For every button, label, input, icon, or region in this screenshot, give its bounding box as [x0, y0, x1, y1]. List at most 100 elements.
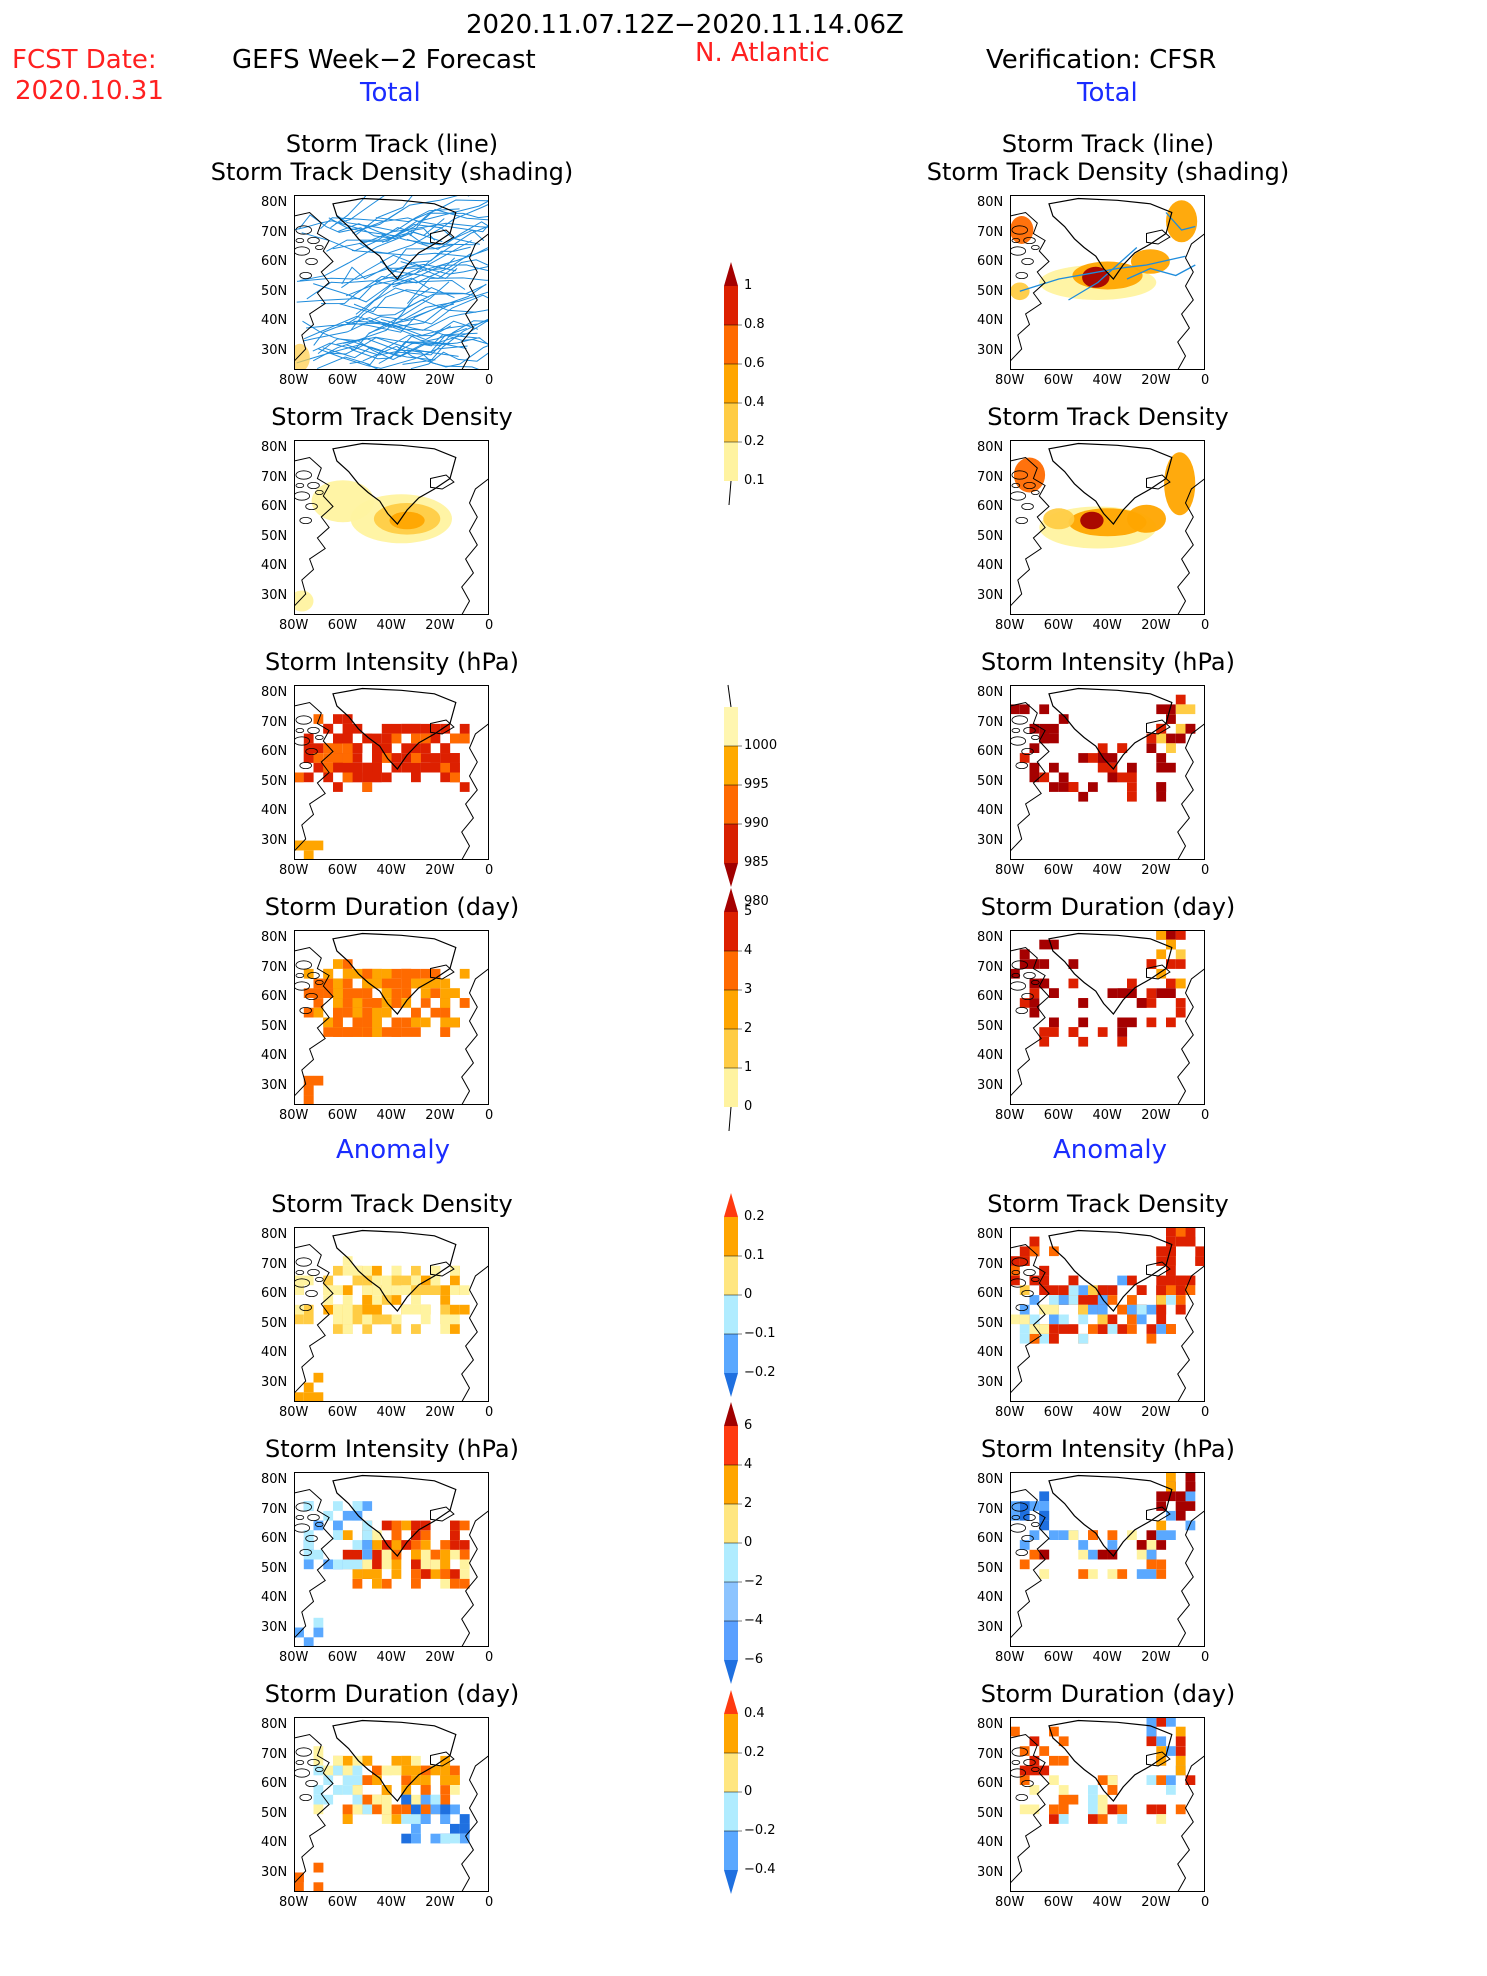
lon-tick-label: 60W [1043, 863, 1074, 878]
grid-cell [450, 1520, 460, 1531]
grid-cell [352, 1304, 363, 1315]
grid-cell [1107, 753, 1118, 763]
map-canvas [1010, 195, 1205, 370]
grid-cell [294, 1275, 304, 1286]
grid-cell [381, 1520, 392, 1531]
grid-cell [352, 753, 363, 763]
storm-track-line [320, 252, 472, 305]
europe-africa-coast [1177, 478, 1205, 615]
map-frame [294, 195, 489, 370]
grid-cell [294, 1314, 304, 1325]
grid-cell [1058, 1530, 1069, 1540]
grid-cell [1049, 1755, 1059, 1766]
grid-cell [1029, 743, 1040, 753]
grid-cell [1049, 988, 1059, 998]
lon-tick-label: 60W [1043, 618, 1074, 633]
iceland-coast [1146, 229, 1171, 245]
grid-cell [1185, 1491, 1196, 1502]
lon-tick-label: 40W [376, 373, 406, 388]
grid-cell [342, 1804, 353, 1815]
lat-tick-label: 70N [977, 1746, 1004, 1762]
lat-tick-label: 30N [977, 1619, 1004, 1635]
arctic-island [294, 981, 310, 991]
grid-cell [323, 1510, 334, 1521]
lat-tick-label: 50N [261, 283, 288, 299]
lat-tick-label: 80N [977, 1717, 1004, 1732]
arctic-island [294, 1523, 310, 1533]
grid-cell [450, 1549, 460, 1560]
grid-cell [303, 1637, 314, 1647]
grid-cell [1166, 1275, 1176, 1286]
colorbar-label: 4 [744, 1457, 753, 1472]
arctic-island [295, 960, 312, 970]
colorbar-top-arrow [724, 888, 738, 912]
grid-cell [1146, 1530, 1157, 1540]
grid-cell [391, 1324, 402, 1334]
grid-cell [1166, 988, 1176, 998]
grid-cell [372, 743, 382, 753]
arctic-island [1011, 1502, 1028, 1512]
lon-tick-label: 20W [425, 1405, 455, 1420]
arctic-island [1023, 1268, 1036, 1277]
storm-track-line [332, 222, 489, 250]
grid-cell [420, 1814, 431, 1824]
grid-cell [333, 1017, 343, 1028]
grid-cell [430, 978, 441, 989]
grid-cell [1127, 1304, 1137, 1315]
storm-track-line [375, 199, 489, 223]
grid-cell [323, 723, 334, 734]
arctic-island [1011, 1747, 1028, 1757]
colorbar-segment [724, 1714, 738, 1753]
lon-tick-label: 40W [376, 863, 406, 878]
lon-tick-label: 0 [485, 863, 494, 878]
grid-cell [362, 1501, 373, 1511]
grid-cell [333, 1530, 343, 1540]
density-contour [1013, 457, 1046, 493]
map-frame [1010, 930, 1205, 1105]
grid-cell [391, 998, 402, 1008]
grid-cell [440, 1285, 451, 1295]
grid-cell [1166, 1481, 1176, 1492]
grid-cell [440, 1569, 451, 1579]
grid-cell [1156, 762, 1167, 773]
grid-cell [1156, 1736, 1167, 1747]
density-contour [1082, 266, 1110, 288]
colorbar-segment [724, 364, 738, 403]
arctic-island [1011, 225, 1028, 235]
grid-cell [381, 723, 392, 734]
grid-cell [342, 1530, 353, 1540]
density-contour [1010, 282, 1030, 301]
grid-cell [362, 1324, 373, 1334]
north-america-coast [1010, 211, 1050, 362]
grid-cell [323, 762, 334, 773]
colorbar-label: 0 [744, 1099, 753, 1114]
europe-africa-coast [461, 1755, 489, 1892]
grid-cell [381, 1794, 392, 1805]
grid-cell [362, 1314, 373, 1325]
grid-cell [381, 1007, 392, 1018]
lat-tick-label: 70N [977, 469, 1004, 485]
grid-cell [1156, 988, 1167, 998]
colorbar-label: 5 [744, 904, 753, 919]
colorbar-segment [724, 1029, 738, 1068]
grid-cell [1175, 1755, 1186, 1766]
lon-tick-label: 60W [1043, 1650, 1074, 1665]
grid-cell [352, 1265, 363, 1276]
grid-cell [1010, 1256, 1020, 1266]
grid-cell [1175, 1275, 1186, 1286]
north-america-coast [1010, 1733, 1050, 1884]
iceland-coast [430, 719, 455, 735]
grid-cell [303, 1501, 314, 1511]
grid-cell [1088, 1569, 1098, 1579]
grid-cell [362, 1275, 373, 1286]
arctic-island [1031, 1522, 1040, 1528]
vf-anom-intensity-title: Storm Intensity (hPa) [981, 1435, 1235, 1463]
grid-cell [303, 1275, 314, 1286]
arctic-island [295, 715, 312, 725]
vf-anom-density-title: Storm Track Density [987, 1190, 1229, 1218]
grid-cell [440, 1794, 451, 1805]
storm-track-line [380, 309, 489, 331]
grid-cell [1117, 988, 1128, 998]
grid-cell [430, 1569, 441, 1579]
grid-cell [401, 988, 412, 998]
